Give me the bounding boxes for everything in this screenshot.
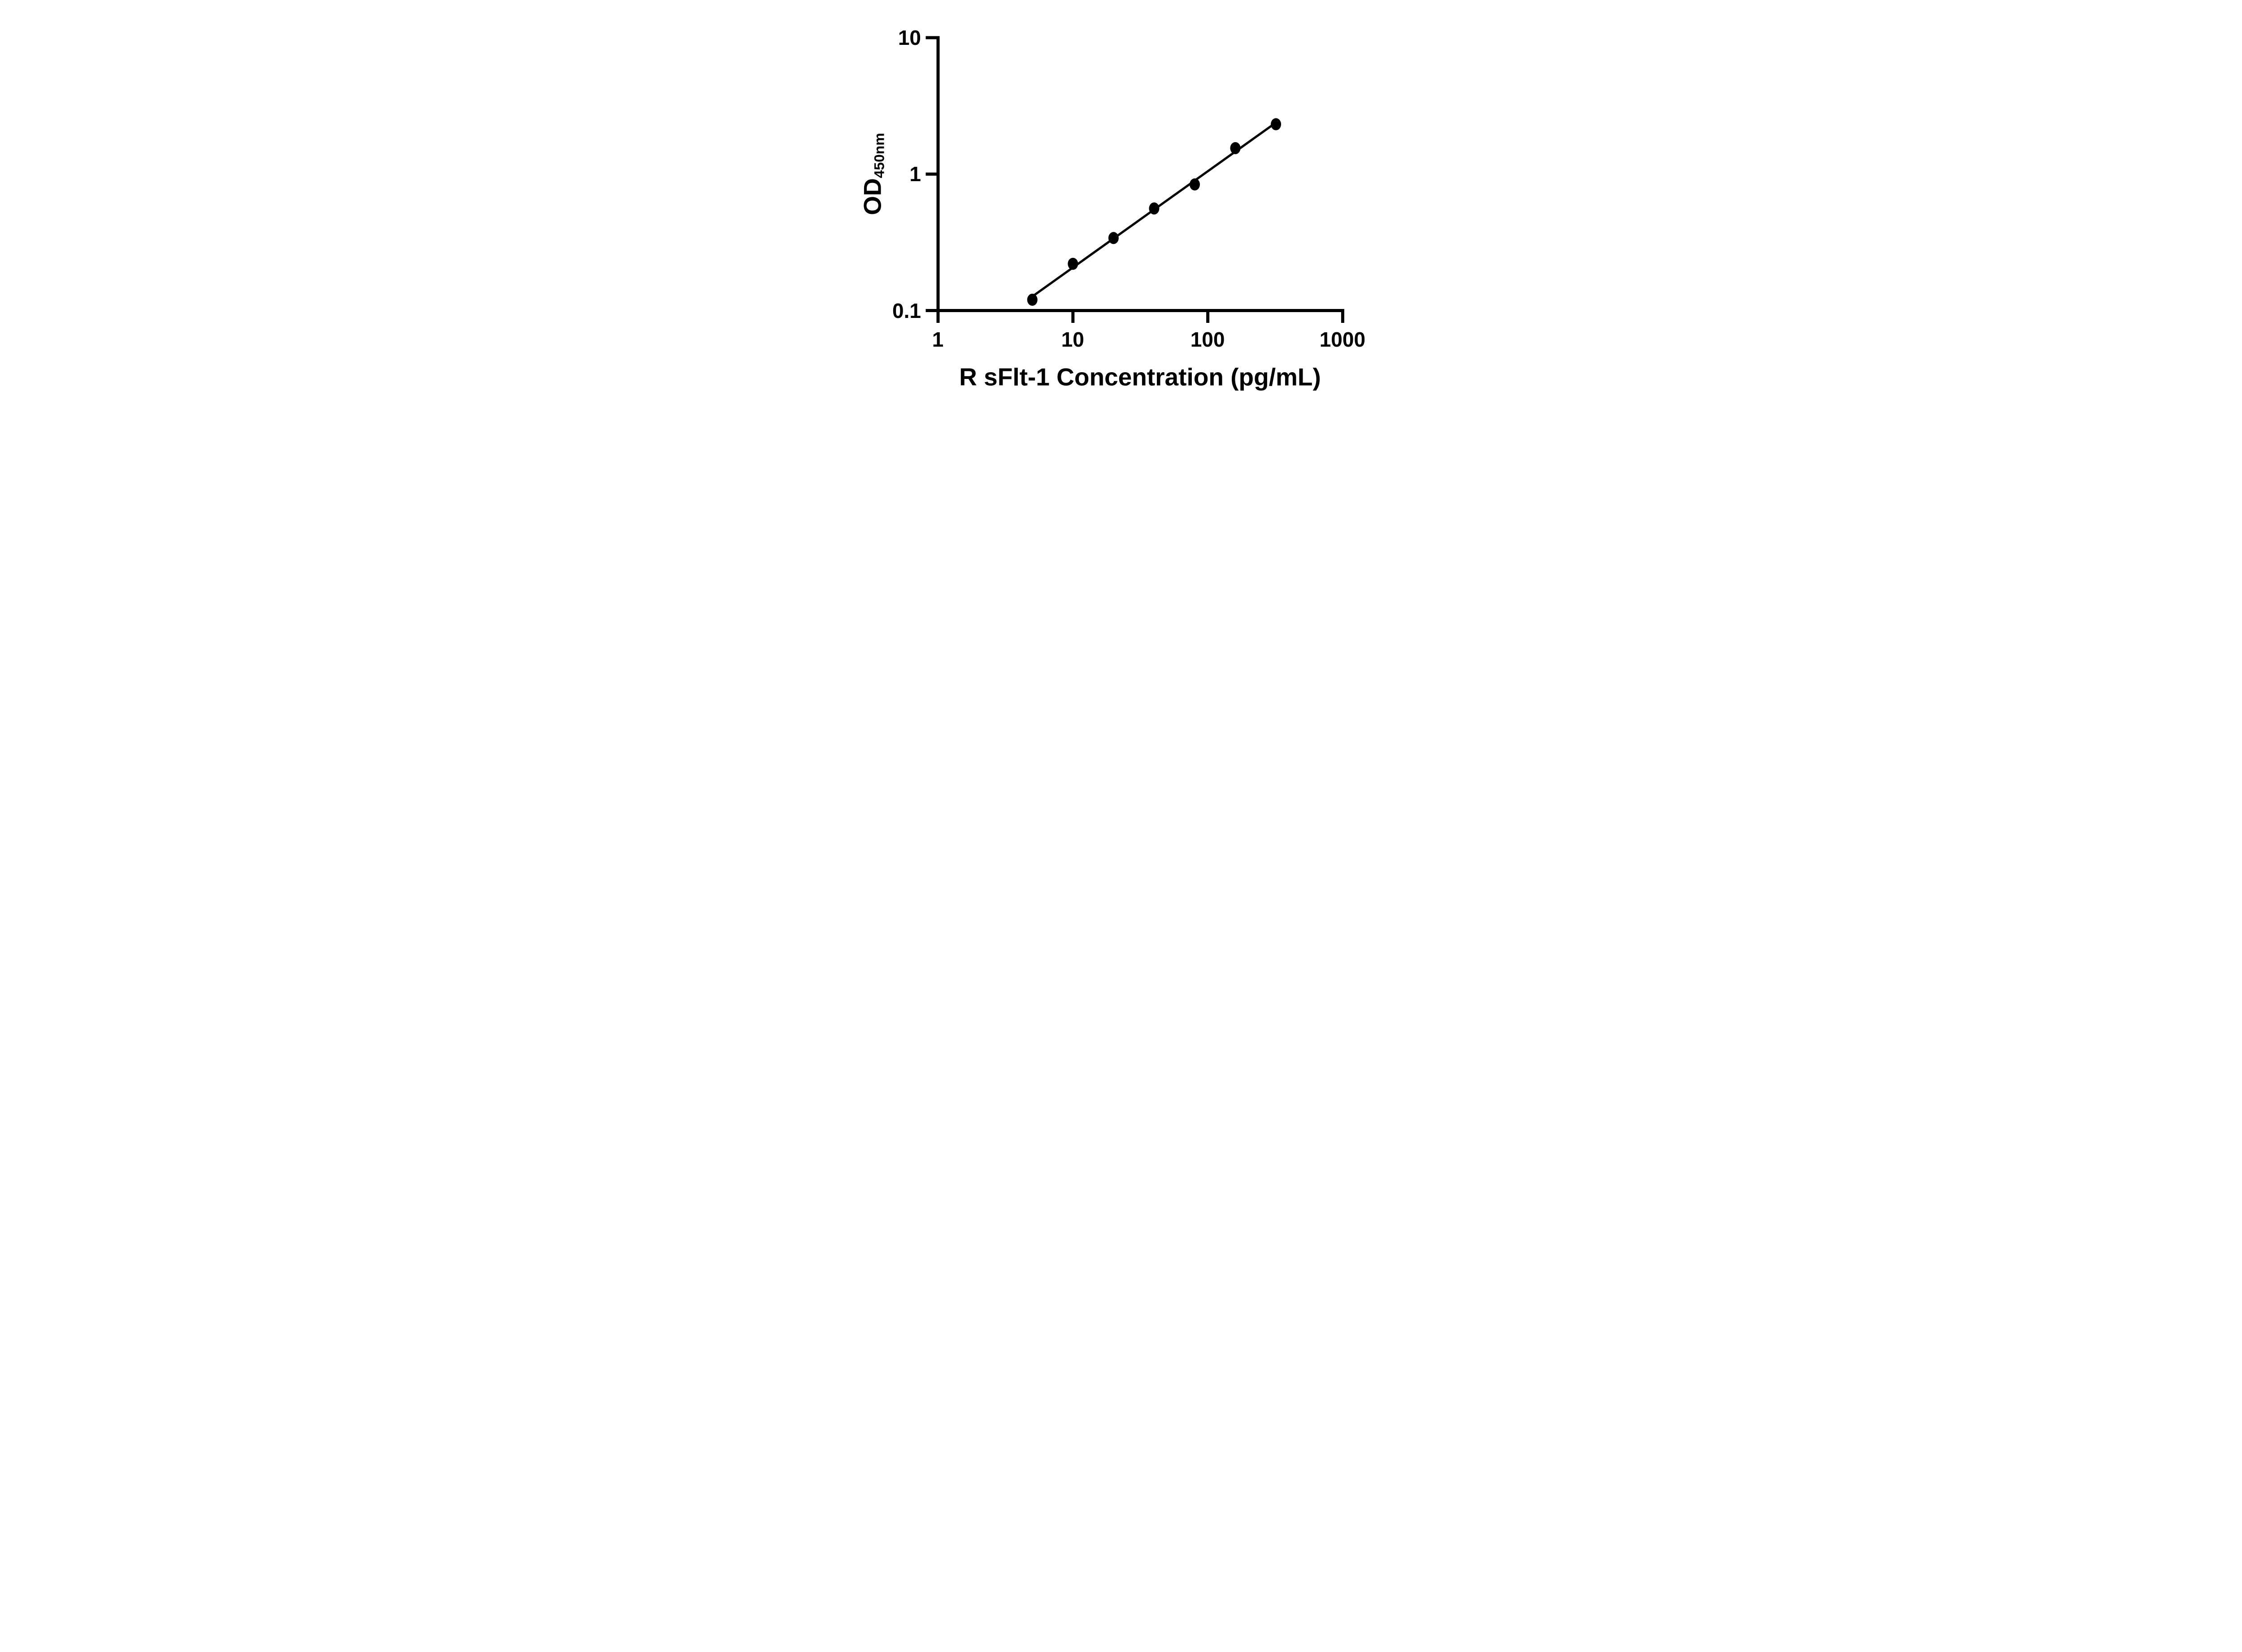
data-point-marker [1270,118,1281,130]
y-axis-title-subscript: 450nm [871,133,887,178]
data-point-marker [1067,257,1078,270]
data-point-marker [1230,142,1240,154]
x-axis-title: R sFlt-1 Concentration (pg/mL) [959,363,1321,391]
x-tick-label: 1000 [1319,328,1366,351]
y-axis-title-main: OD [858,178,886,215]
x-tick-label: 10 [1061,328,1084,351]
data-point-marker [1108,232,1119,244]
data-point-marker [1148,202,1159,215]
plot-canvas [925,36,1344,323]
y-tick-label: 0.1 [892,299,921,322]
y-tick-label: 10 [898,26,921,49]
x-tick-label: 1 [932,328,944,351]
x-tick-label: 100 [1190,328,1225,351]
data-point-marker [1027,293,1038,306]
data-point-marker [1189,178,1200,191]
elisa-standard-curve-figure: 1 10 100 1000 0.1 1 10 OD450nm R sFlt-1 Concen… [839,0,1403,413]
y-tick-label: 1 [909,162,921,186]
y-axis-title: OD450nm [858,133,887,215]
